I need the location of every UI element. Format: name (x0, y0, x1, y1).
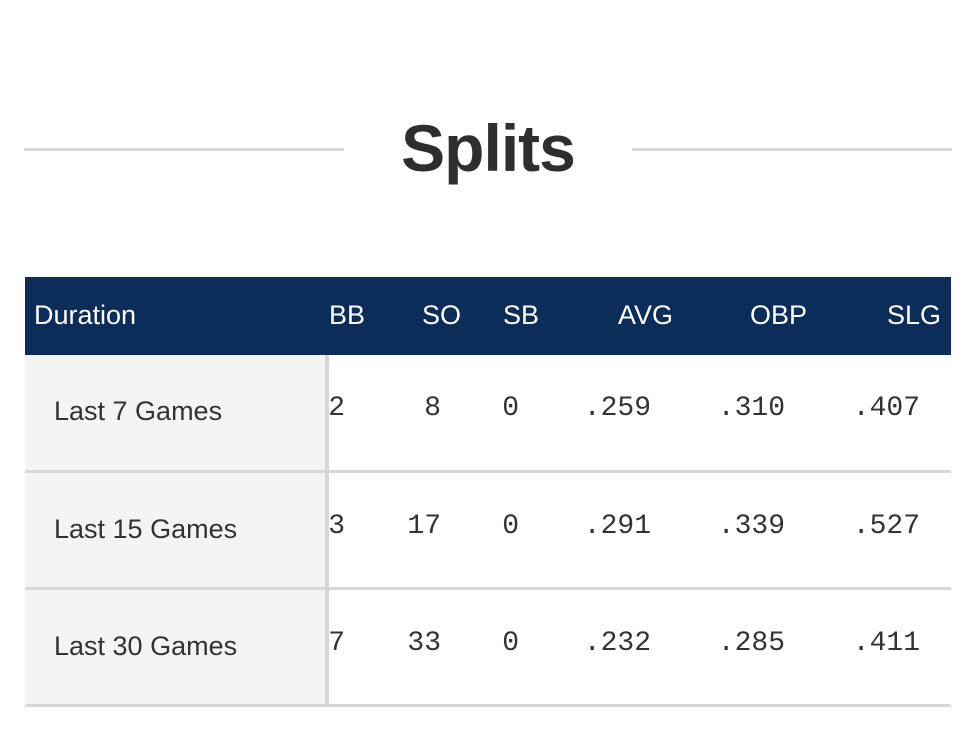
duration-label: Last 30 Games (54, 631, 238, 661)
header-so[interactable]: SO (421, 300, 461, 330)
row-divider (25, 587, 951, 590)
sb-value: 0 (502, 511, 519, 542)
table-row: Last 15 Games 3 17 0 .291 .339 .527 (25, 473, 951, 588)
header-bb[interactable]: BB (328, 300, 365, 330)
bb-value: 7 (328, 628, 345, 659)
duration-cell: Last 15 Games (25, 473, 325, 588)
section-title: Splits (401, 111, 576, 185)
header-sb[interactable]: SB (502, 300, 539, 330)
bb-value: 3 (328, 511, 345, 542)
slg-value: .527 (852, 511, 920, 542)
avg-value: .232 (583, 628, 651, 659)
table-header: Duration BB SO SB AVG OBP SLG (25, 277, 951, 355)
duration-cell: Last 7 Games (25, 355, 325, 470)
slg-value: .411 (852, 628, 920, 659)
table-row: Last 7 Games 2 8 0 .259 .310 .407 (25, 355, 951, 470)
bb-value: 2 (328, 393, 345, 424)
sb-value: 0 (502, 393, 519, 424)
avg-value: .259 (583, 393, 651, 424)
row-divider (25, 470, 951, 473)
obp-value: .339 (717, 511, 785, 542)
avg-value: .291 (583, 511, 651, 542)
header-avg[interactable]: AVG (617, 300, 673, 330)
table-row: Last 30 Games 7 33 0 .232 .285 .411 (25, 590, 951, 705)
header-slg[interactable]: SLG (886, 300, 941, 330)
header-obp[interactable]: OBP (749, 300, 807, 330)
obp-value: .310 (717, 393, 785, 424)
duration-label: Last 7 Games (54, 396, 223, 426)
obp-value: .285 (717, 628, 785, 659)
row-divider (25, 704, 951, 707)
title-rule-right (632, 148, 952, 151)
so-value: 8 (424, 393, 441, 424)
frozen-column-divider (325, 355, 329, 706)
title-rule-left (24, 148, 344, 151)
duration-cell: Last 30 Games (25, 590, 325, 705)
header-duration[interactable]: Duration (34, 300, 137, 330)
so-value: 17 (407, 511, 441, 542)
splits-table: Duration BB SO SB AVG OBP SLG Last 7 Gam… (25, 277, 951, 707)
duration-label: Last 15 Games (54, 514, 238, 544)
so-value: 33 (407, 628, 441, 659)
sb-value: 0 (502, 628, 519, 659)
slg-value: .407 (852, 393, 920, 424)
